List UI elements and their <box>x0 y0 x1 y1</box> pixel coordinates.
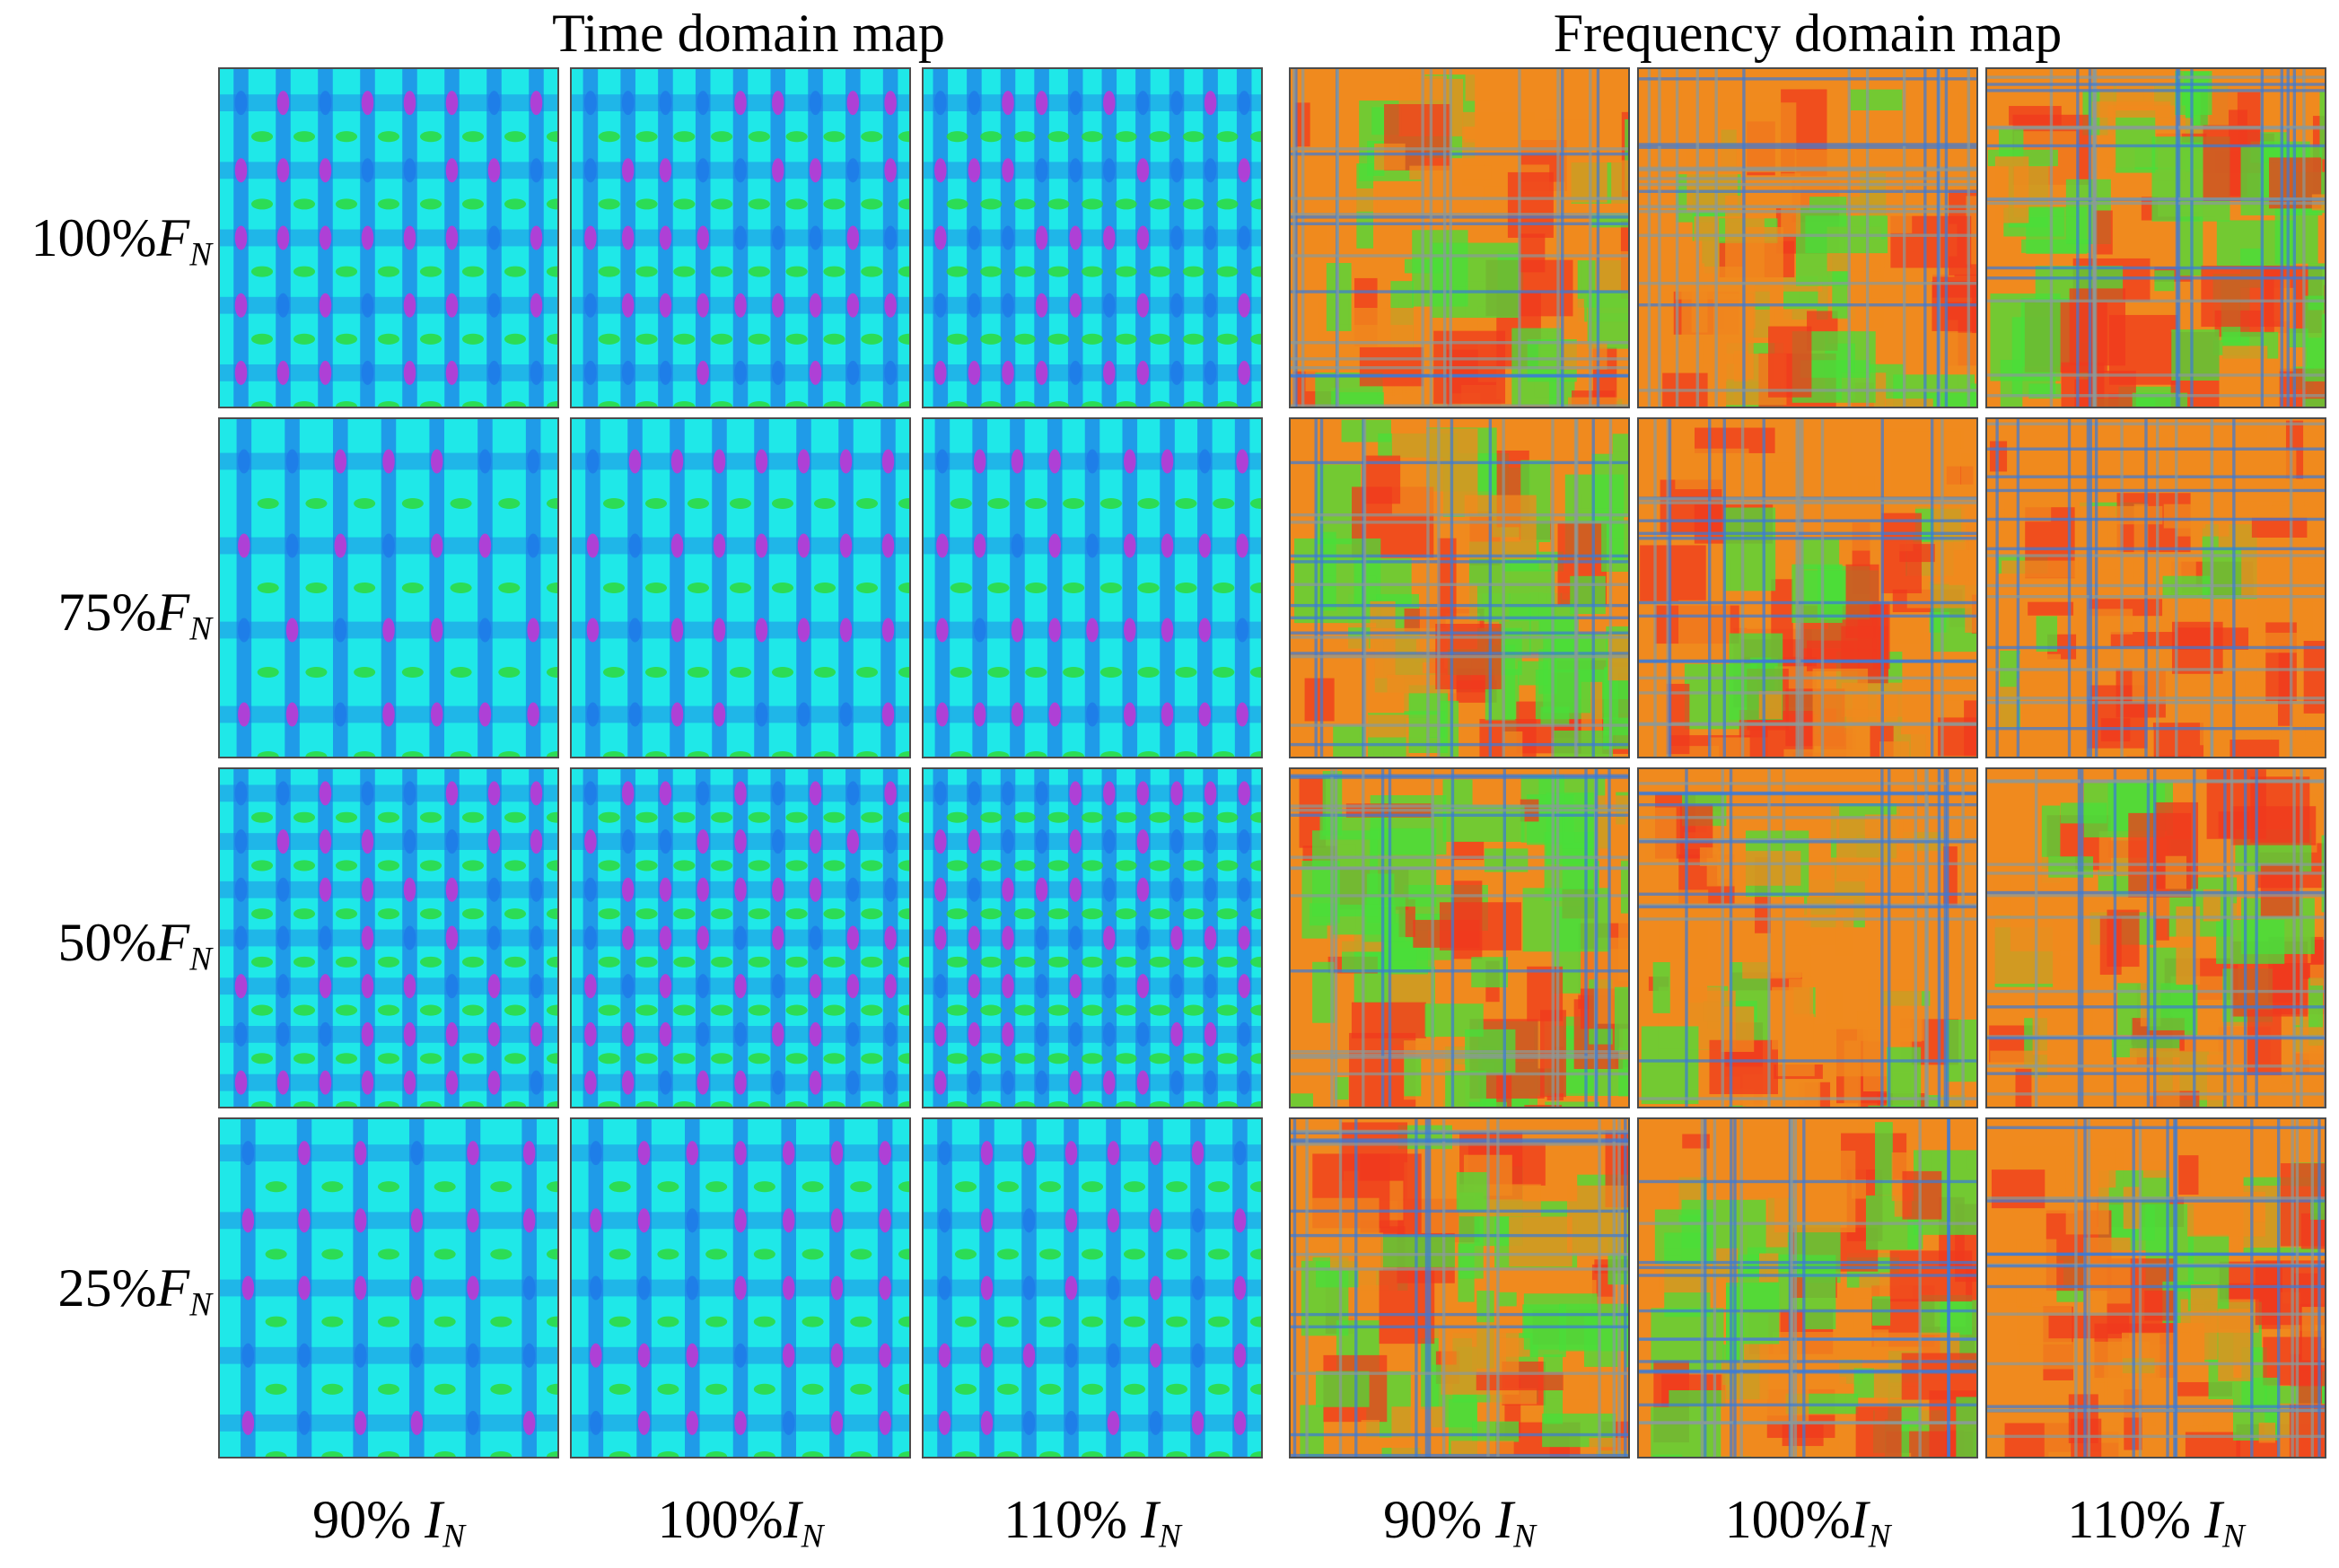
time-map-100fn-110in <box>922 67 1263 408</box>
time-texture <box>924 69 1261 407</box>
row-label-25-fn: 25%FN <box>0 1252 212 1324</box>
col-label-time-100-in: 100%IN <box>570 1488 911 1551</box>
time-map-75fn-90in <box>218 417 559 758</box>
time-map-50fn-110in <box>922 767 1263 1108</box>
freq-texture <box>1639 769 1976 1107</box>
freq-texture <box>1987 769 2325 1107</box>
time-map-100fn-90in <box>218 67 559 408</box>
col-label-freq-110-in: 110% IN <box>1985 1488 2326 1551</box>
row-label-75-fn: 75%FN <box>0 576 212 648</box>
freq-map-100fn-110in <box>1985 67 2326 408</box>
col-label-time-90-in: 90% IN <box>218 1488 559 1551</box>
time-map-50fn-100in <box>570 767 911 1108</box>
time-map-25fn-100in <box>570 1117 911 1459</box>
freq-texture <box>1639 1119 1976 1457</box>
time-texture <box>572 419 909 757</box>
col-label-freq-90-in: 90% IN <box>1289 1488 1630 1551</box>
freq-texture <box>1291 1119 1628 1457</box>
time-map-75fn-100in <box>570 417 911 758</box>
freq-map-75fn-100in <box>1637 417 1978 758</box>
time-domain-title: Time domain map <box>218 2 1279 65</box>
time-map-50fn-90in <box>218 767 559 1108</box>
freq-map-25fn-110in <box>1985 1117 2326 1459</box>
freq-map-25fn-90in <box>1289 1117 1630 1459</box>
row-label-100-fn: 100%FN <box>0 202 212 274</box>
freq-texture <box>1291 769 1628 1107</box>
time-texture <box>572 769 909 1107</box>
freq-texture <box>1639 419 1976 757</box>
time-texture <box>572 1119 909 1457</box>
freq-map-75fn-110in <box>1985 417 2326 758</box>
time-map-25fn-90in <box>218 1117 559 1459</box>
time-map-75fn-110in <box>922 417 1263 758</box>
freq-map-100fn-100in <box>1637 67 1978 408</box>
freq-map-25fn-100in <box>1637 1117 1978 1459</box>
time-map-25fn-110in <box>922 1117 1263 1459</box>
freq-texture <box>1987 1119 2325 1457</box>
time-texture <box>220 419 557 757</box>
row-label-50-fn: 50%FN <box>0 907 212 978</box>
col-label-time-110-in: 110% IN <box>922 1488 1263 1551</box>
time-texture <box>572 69 909 407</box>
time-texture <box>220 769 557 1107</box>
freq-texture <box>1987 69 2325 407</box>
freq-map-50fn-100in <box>1637 767 1978 1108</box>
freq-map-50fn-110in <box>1985 767 2326 1108</box>
time-texture <box>924 1119 1261 1457</box>
time-texture <box>924 419 1261 757</box>
freq-map-50fn-90in <box>1289 767 1630 1108</box>
freq-texture <box>1987 419 2325 757</box>
time-texture <box>924 769 1261 1107</box>
freq-map-100fn-90in <box>1289 67 1630 408</box>
time-texture <box>220 1119 557 1457</box>
time-texture <box>220 69 557 407</box>
freq-map-75fn-90in <box>1289 417 1630 758</box>
freq-texture <box>1639 69 1976 407</box>
freq-texture <box>1291 419 1628 757</box>
time-map-100fn-100in <box>570 67 911 408</box>
frequency-domain-title: Frequency domain map <box>1285 2 2330 65</box>
freq-texture <box>1291 69 1628 407</box>
col-label-freq-100-in: 100%IN <box>1637 1488 1978 1551</box>
